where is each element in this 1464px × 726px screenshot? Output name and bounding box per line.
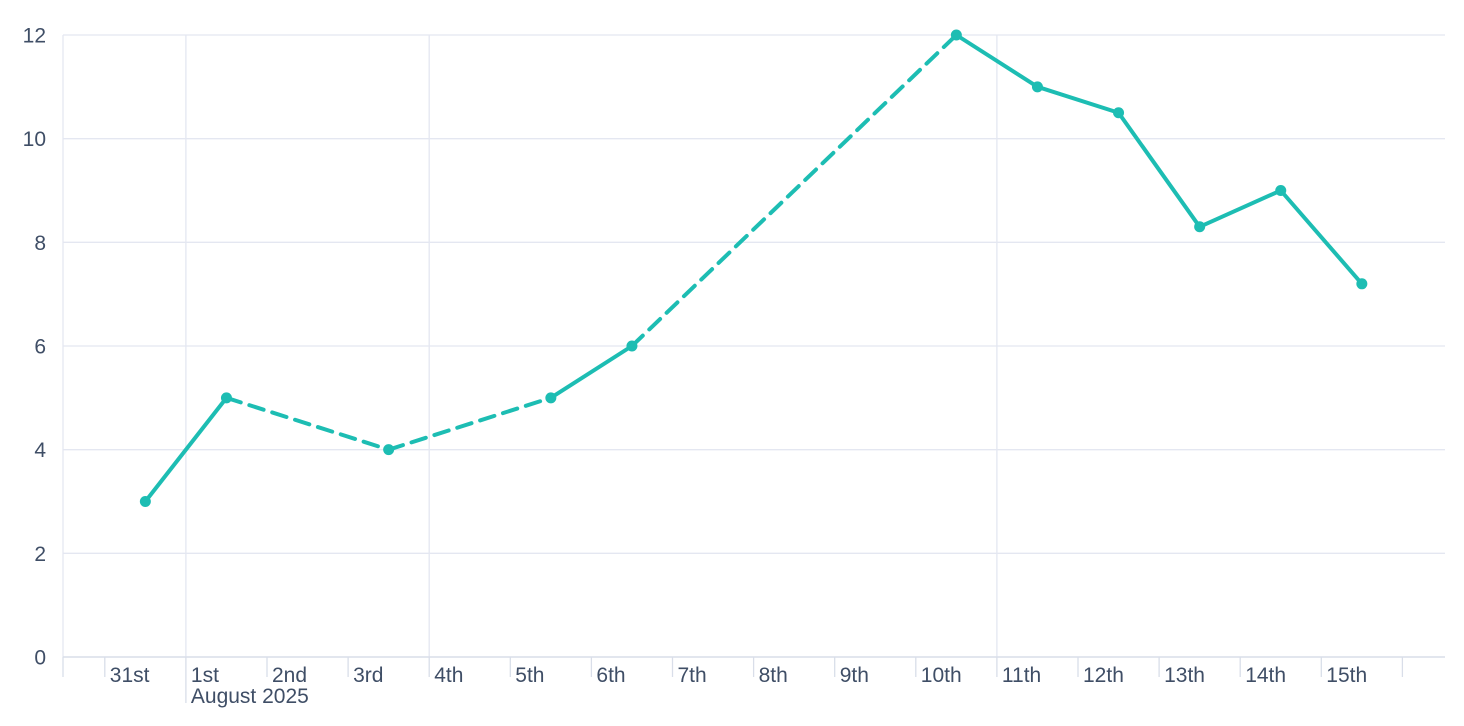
x-tick-label: 5th xyxy=(515,664,544,687)
month-label: August 2025 xyxy=(191,685,309,708)
x-tick-label: 2nd xyxy=(272,664,307,687)
x-tick-label: 31st xyxy=(110,664,150,687)
data-point-marker[interactable] xyxy=(1113,107,1125,119)
series-segment-solid xyxy=(1035,84,1121,115)
data-point-marker[interactable] xyxy=(220,392,232,404)
x-tick-label: 3rd xyxy=(353,664,383,687)
data-point-marker[interactable] xyxy=(1356,278,1368,290)
series-segment-solid xyxy=(954,33,1040,89)
y-tick-label: 2 xyxy=(34,543,46,566)
y-tick-label: 0 xyxy=(34,647,46,670)
x-tick-label: 14th xyxy=(1245,664,1286,687)
y-tick-label: 12 xyxy=(23,25,46,48)
x-tick-label: 4th xyxy=(434,664,463,687)
series-segment-solid xyxy=(1197,188,1283,229)
data-point-marker[interactable] xyxy=(545,392,557,404)
y-tick-label: 4 xyxy=(34,439,46,462)
series-segment-solid xyxy=(1116,110,1202,229)
x-tick-label: 12th xyxy=(1083,664,1124,687)
data-point-marker[interactable] xyxy=(139,496,151,507)
x-tick-label: 6th xyxy=(596,664,625,687)
x-tick-label: 9th xyxy=(840,664,869,687)
data-point-marker[interactable] xyxy=(1031,81,1043,93)
series-segment-dashed xyxy=(386,395,553,452)
series-segment-solid xyxy=(143,395,229,504)
series-segment-dashed xyxy=(629,33,959,348)
data-point-marker[interactable] xyxy=(1275,185,1287,196)
x-tick-label: 15th xyxy=(1326,664,1367,687)
x-tick-label: 11th xyxy=(1002,664,1041,687)
y-tick-label: 10 xyxy=(23,128,46,151)
x-tick-label: 1st xyxy=(191,664,219,687)
data-point-marker[interactable] xyxy=(383,444,395,456)
series-segment-solid xyxy=(548,344,634,400)
series-segment-dashed xyxy=(224,395,391,452)
x-tick-label: 13th xyxy=(1164,664,1205,687)
data-point-marker[interactable] xyxy=(1194,221,1206,233)
series-segment-solid xyxy=(1278,188,1364,286)
data-point-marker[interactable] xyxy=(950,29,962,41)
data-point-marker[interactable] xyxy=(626,340,638,352)
x-tick-label: 7th xyxy=(678,664,707,687)
x-tick-label: 8th xyxy=(759,664,788,687)
y-tick-label: 6 xyxy=(34,336,46,359)
x-tick-label: 10th xyxy=(921,664,962,687)
y-tick-label: 8 xyxy=(34,232,46,255)
